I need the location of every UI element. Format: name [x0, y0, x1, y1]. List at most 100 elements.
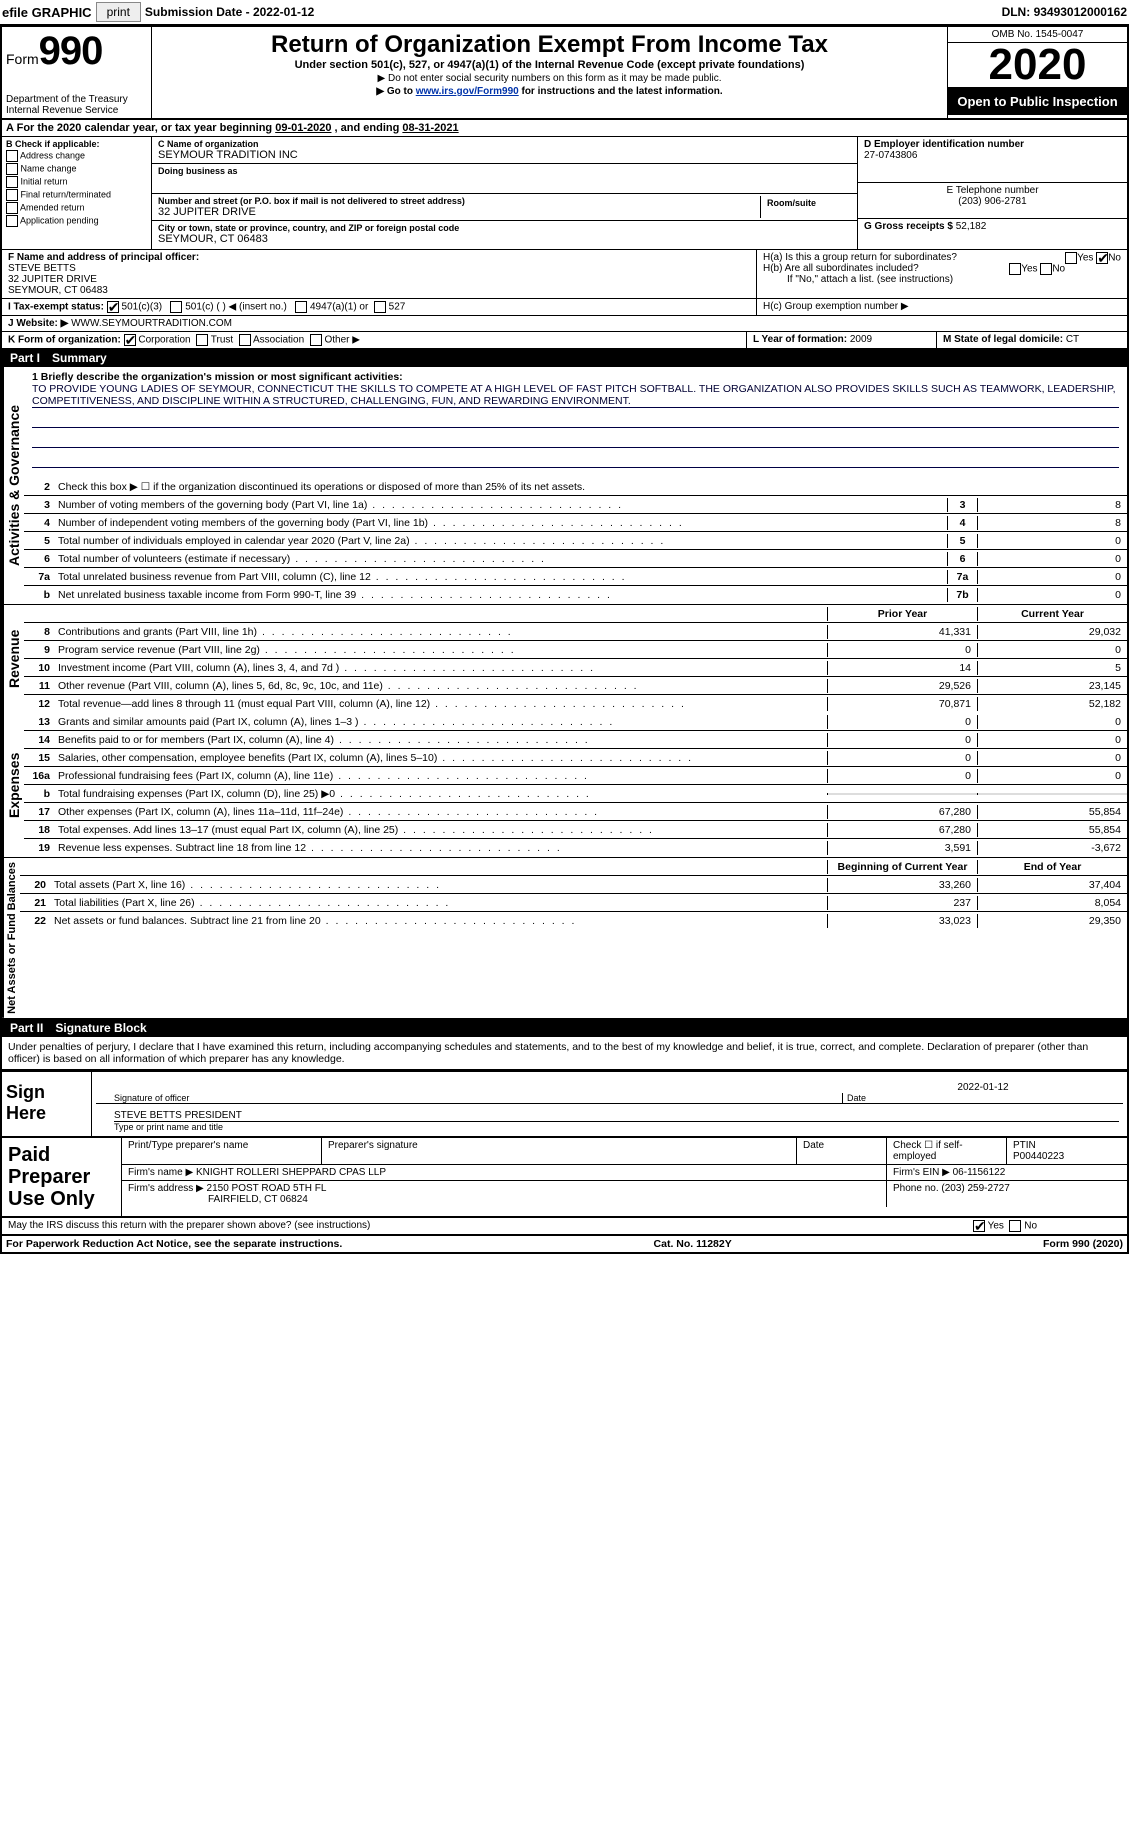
rev-line-10: 10Investment income (Part VIII, column (… — [24, 659, 1127, 677]
header-left: Form990 Department of the Treasury Inter… — [2, 27, 152, 118]
discuss-yes-check — [973, 1220, 985, 1232]
check-amended-return[interactable]: Amended return — [6, 202, 147, 214]
ein: 27-0743806 — [864, 150, 1121, 161]
tax-status-row: I Tax-exempt status: 501(c)(3) 501(c) ( … — [2, 299, 1127, 316]
check-application-pending[interactable]: Application pending — [6, 215, 147, 227]
form-note-1: ▶ Do not enter social security numbers o… — [158, 73, 941, 84]
part-1-header: Part I Summary — [2, 349, 1127, 367]
exp-line-19: 19Revenue less expenses. Subtract line 1… — [24, 839, 1127, 857]
section-revenue: Revenue Prior Year Current Year 8Contrib… — [2, 605, 1127, 713]
check-corporation — [124, 334, 136, 346]
line-2: 2 Check this box ▶ ☐ if the organization… — [24, 478, 1127, 496]
exp-line-16a: 16aProfessional fundraising fees (Part I… — [24, 767, 1127, 785]
phone-cell: E Telephone number (203) 906-2781 — [858, 183, 1127, 219]
ein-cell: D Employer identification number 27-0743… — [858, 137, 1127, 183]
row-k: K Form of organization: Corporation Trus… — [2, 332, 747, 348]
rev-line-11: 11Other revenue (Part VIII, column (A), … — [24, 677, 1127, 695]
dba-cell: Doing business as — [152, 164, 857, 194]
dept-treasury: Department of the Treasury — [6, 94, 147, 105]
top-toolbar: efile GRAPHIC print Submission Date - 20… — [0, 0, 1129, 25]
ptin: P00440223 — [1013, 1151, 1121, 1162]
gov-line-7a: 7aTotal unrelated business revenue from … — [24, 568, 1127, 586]
side-revenue: Revenue — [2, 605, 24, 713]
firm-name: KNIGHT ROLLERI SHEPPARD CPAS LLP — [196, 1167, 386, 1178]
footer-mid: Cat. No. 11282Y — [654, 1238, 732, 1250]
check-address-change[interactable]: Address change — [6, 150, 147, 162]
footer-left: For Paperwork Reduction Act Notice, see … — [6, 1238, 342, 1250]
section-expenses: Expenses 13Grants and similar amounts pa… — [2, 713, 1127, 858]
row-l: L Year of formation: 2009 — [747, 332, 937, 348]
h-a: H(a) Is this a group return for subordin… — [763, 252, 1121, 263]
firm-address-row: Firm's address ▶ 2150 POST ROAD 5TH FL F… — [122, 1181, 1127, 1207]
officer-group-row: F Name and address of principal officer:… — [2, 250, 1127, 299]
sig-officer-row: Signature of officer 2022-01-12 Date — [96, 1076, 1123, 1104]
header-right: OMB No. 1545-0047 2020 Open to Public In… — [947, 27, 1127, 118]
form-note-2: ▶ Go to www.irs.gov/Form990 for instruct… — [158, 86, 941, 97]
org-form-row: K Form of organization: Corporation Trus… — [2, 332, 1127, 349]
box-b-header: B Check if applicable: — [6, 139, 147, 149]
box-b: B Check if applicable: Address change Na… — [2, 137, 152, 249]
footer: For Paperwork Reduction Act Notice, see … — [2, 1236, 1127, 1252]
print-button[interactable]: print — [96, 2, 141, 22]
side-activities: Activities & Governance — [2, 367, 24, 604]
firm-ein: 06-1156122 — [953, 1167, 1006, 1178]
exp-line-18: 18Total expenses. Add lines 13–17 (must … — [24, 821, 1127, 839]
gov-line-4: 4Number of independent voting members of… — [24, 514, 1127, 532]
row-m: M State of legal domicile: CT — [937, 332, 1127, 348]
mission-text: TO PROVIDE YOUNG LADIES OF SEYMOUR, CONN… — [32, 383, 1119, 408]
side-expenses: Expenses — [2, 713, 24, 857]
rev-line-8: 8Contributions and grants (Part VIII, li… — [24, 623, 1127, 641]
check-501c3 — [107, 301, 119, 313]
form-header: Form990 Department of the Treasury Inter… — [2, 27, 1127, 120]
identity-block: B Check if applicable: Address change Na… — [2, 137, 1127, 250]
h-b-note: If "No," attach a list. (see instruction… — [763, 274, 1121, 285]
check-name-change[interactable]: Name change — [6, 163, 147, 175]
h-b: H(b) Are all subordinates included? Yes … — [763, 263, 1121, 274]
sign-here-block: Sign Here Signature of officer 2022-01-1… — [2, 1070, 1127, 1136]
exp-line-15: 15Salaries, other compensation, employee… — [24, 749, 1127, 767]
irs-link[interactable]: www.irs.gov/Form990 — [416, 86, 519, 97]
perjury-statement: Under penalties of perjury, I declare th… — [2, 1037, 1127, 1070]
sig-date: 2022-01-12 — [847, 1082, 1119, 1093]
footer-right: Form 990 (2020) — [1043, 1238, 1123, 1250]
firm-name-row: Firm's name ▶ KNIGHT ROLLERI SHEPPARD CP… — [122, 1165, 1127, 1181]
sig-name-row: STEVE BETTS PRESIDENT Type or print name… — [96, 1104, 1123, 1132]
rev-line-9: 9Program service revenue (Part VIII, lin… — [24, 641, 1127, 659]
website: WWW.SEYMOURTRADITION.COM — [71, 318, 232, 329]
section-activities: Activities & Governance 1 Briefly descri… — [2, 367, 1127, 605]
exp-line-14: 14Benefits paid to or for members (Part … — [24, 731, 1127, 749]
box-h: H(a) Is this a group return for subordin… — [757, 250, 1127, 298]
telephone: (203) 906-2781 — [864, 196, 1121, 207]
exp-line-b: bTotal fundraising expenses (Part IX, co… — [24, 785, 1127, 803]
firm-phone: (203) 259-2727 — [941, 1183, 1009, 1194]
mission-block: 1 Briefly describe the organization's mi… — [24, 367, 1127, 478]
h-c: H(c) Group exemption number ▶ — [757, 299, 1127, 315]
submission-date: Submission Date - 2022-01-12 — [145, 5, 314, 19]
tax-year: 2020 — [948, 43, 1127, 88]
rev-line-12: 12Total revenue—add lines 8 through 11 (… — [24, 695, 1127, 713]
gov-line-5: 5Total number of individuals employed in… — [24, 532, 1127, 550]
row-i: I Tax-exempt status: 501(c)(3) 501(c) ( … — [2, 299, 757, 315]
officer-name: STEVE BETTS — [8, 263, 750, 274]
header-center: Return of Organization Exempt From Incom… — [152, 27, 947, 118]
paid-preparer-label: Paid Preparer Use Only — [2, 1138, 122, 1216]
line-a: A For the 2020 calendar year, or tax yea… — [2, 120, 1127, 137]
gov-line-b: bNet unrelated business taxable income f… — [24, 586, 1127, 604]
org-name-cell: C Name of organization SEYMOUR TRADITION… — [152, 137, 857, 164]
officer-name-title: STEVE BETTS PRESIDENT — [114, 1110, 1119, 1121]
check-initial-return[interactable]: Initial return — [6, 176, 147, 188]
gross-receipts: 52,182 — [956, 221, 987, 232]
open-public-badge: Open to Public Inspection — [948, 88, 1127, 115]
website-row: J Website: ▶ WWW.SEYMOURTRADITION.COM — [2, 316, 1127, 332]
efile-label: efile GRAPHIC — [2, 5, 92, 20]
section-net-assets: Net Assets or Fund Balances Beginning of… — [2, 858, 1127, 1019]
net-line-22: 22Net assets or fund balances. Subtract … — [20, 912, 1127, 930]
form-subtitle: Under section 501(c), 527, or 4947(a)(1)… — [158, 59, 941, 71]
city-cell: City or town, state or province, country… — [152, 221, 857, 247]
net-line-21: 21Total liabilities (Part X, line 26)237… — [20, 894, 1127, 912]
check-final-return[interactable]: Final return/terminated — [6, 189, 147, 201]
revenue-header: Prior Year Current Year — [24, 605, 1127, 623]
preparer-header-row: Print/Type preparer's name Preparer's si… — [122, 1138, 1127, 1165]
net-header: Beginning of Current Year End of Year — [20, 858, 1127, 876]
part-2-header: Part II Signature Block — [2, 1019, 1127, 1037]
